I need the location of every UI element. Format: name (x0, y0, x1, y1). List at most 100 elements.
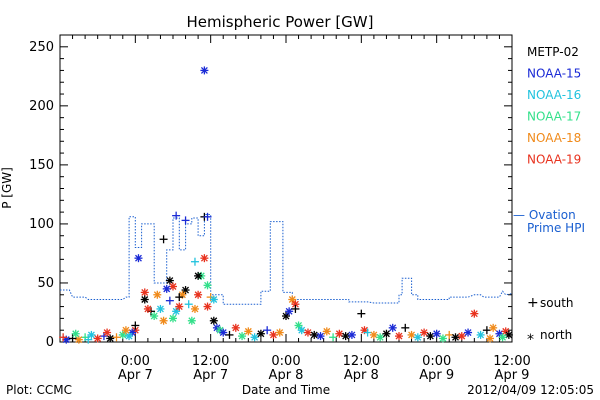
legend-marker-symbol: * (527, 332, 534, 348)
data-point-north (413, 333, 422, 342)
data-point-north (172, 307, 181, 316)
data-point-north (118, 330, 127, 339)
data-point-north (190, 304, 199, 313)
marker-stroke (464, 329, 472, 337)
data-point-north (200, 254, 209, 263)
x-tick-label-time: 12:00 (493, 354, 530, 369)
marker-stroke (194, 272, 202, 280)
data-point-south (190, 257, 199, 266)
marker-stroke (361, 326, 368, 334)
data-point-north (486, 334, 495, 343)
marker-stroke (414, 333, 422, 341)
data-point-north (106, 334, 115, 343)
marker-stroke (75, 336, 83, 344)
legend-entry: NOAA-16 (527, 88, 581, 102)
marker-stroke (169, 314, 177, 322)
data-point-north (209, 295, 218, 304)
marker-stroke (150, 312, 158, 320)
data-point-south (225, 330, 234, 339)
ovation-line-layer (60, 214, 513, 305)
data-point-north (140, 288, 149, 297)
marker-stroke (426, 332, 434, 340)
marker-stroke (141, 288, 149, 296)
marker-stroke (298, 326, 306, 334)
data-point-north (303, 328, 312, 337)
data-point-south (159, 235, 168, 244)
marker-stroke (169, 283, 177, 290)
data-point-north (382, 329, 391, 338)
y-axis-label: P [GW] (0, 167, 14, 209)
legend-entry: NOAA-19 (527, 153, 581, 167)
data-point-north (194, 271, 203, 280)
data-point-north (71, 329, 80, 338)
data-point-north (376, 333, 385, 342)
marker-stroke (395, 332, 403, 340)
data-point-north (426, 332, 435, 341)
y-tick-label: 150 (29, 158, 54, 173)
legend: METP-02 NOAA-15 NOAA-16 NOAA-17 NOAA-18 NOAA-… (513, 45, 585, 348)
ovation-prime-hpi-line (60, 214, 513, 305)
legend-marker-symbol: + (527, 295, 539, 311)
data-point-north (121, 326, 130, 335)
x-axis-label: Date and Time (242, 383, 330, 397)
y-tick-label: 100 (29, 217, 54, 232)
data-point-north (140, 295, 149, 304)
x-tick-label-time: 12:00 (343, 354, 380, 369)
marker-stroke (163, 285, 171, 293)
marker-stroke (291, 300, 299, 308)
marker-stroke (122, 326, 130, 334)
marker-stroke (72, 330, 80, 338)
marker-stroke (160, 317, 168, 325)
marker-stroke (172, 307, 180, 315)
marker-stroke (62, 336, 70, 344)
data-point-north (74, 335, 83, 344)
chart-title: Hemispheric Power [GW] (187, 13, 374, 31)
data-point-north (316, 332, 325, 341)
marker-stroke (119, 331, 127, 339)
marker-stroke (505, 331, 513, 339)
data-point-north (297, 326, 306, 335)
marker-stroke (188, 317, 196, 325)
marker-stroke (156, 305, 164, 313)
data-point-north (420, 328, 429, 337)
data-point-north (282, 312, 290, 321)
marker-stroke (489, 324, 497, 332)
marker-stroke (191, 305, 199, 313)
data-point-north (250, 333, 259, 342)
marker-stroke (495, 330, 503, 338)
legend-ovation-line2: Prime HPI (527, 221, 585, 235)
data-point-south (68, 334, 77, 343)
data-point-south (112, 333, 121, 342)
data-point-north (291, 300, 300, 309)
marker-stroke (94, 334, 102, 342)
marker-stroke (103, 329, 111, 337)
marker-stroke (251, 333, 259, 341)
data-point-north (169, 314, 177, 323)
marker-stroke (87, 331, 95, 339)
x-tick-label-date: Apr 8 (269, 368, 304, 383)
data-point-north (175, 302, 184, 311)
marker-stroke (317, 332, 324, 340)
data-point-south (329, 333, 338, 342)
marker-stroke (194, 291, 202, 299)
data-point-south (203, 212, 212, 221)
data-point-south (165, 296, 174, 305)
marker-stroke (502, 327, 510, 335)
data-point-north (150, 312, 159, 321)
marker-stroke (439, 334, 447, 342)
data-point-north (87, 330, 96, 339)
y-tick-label: 250 (29, 40, 54, 55)
marker-stroke (389, 324, 397, 332)
legend-entry: NOAA-15 (527, 67, 581, 81)
marker-stroke (486, 334, 494, 342)
y-axis: 0 50 100 150 200 250 (29, 40, 512, 350)
data-point-north (451, 333, 460, 342)
y-tick-label: 0 (46, 335, 54, 350)
x-tick-label-time: 0:00 (271, 354, 300, 369)
marker-stroke (257, 330, 265, 338)
data-point-south (401, 323, 410, 332)
data-point-north (476, 330, 485, 339)
data-point-north (231, 323, 240, 332)
data-point-north (162, 284, 171, 293)
marker-stroke (288, 296, 296, 303)
